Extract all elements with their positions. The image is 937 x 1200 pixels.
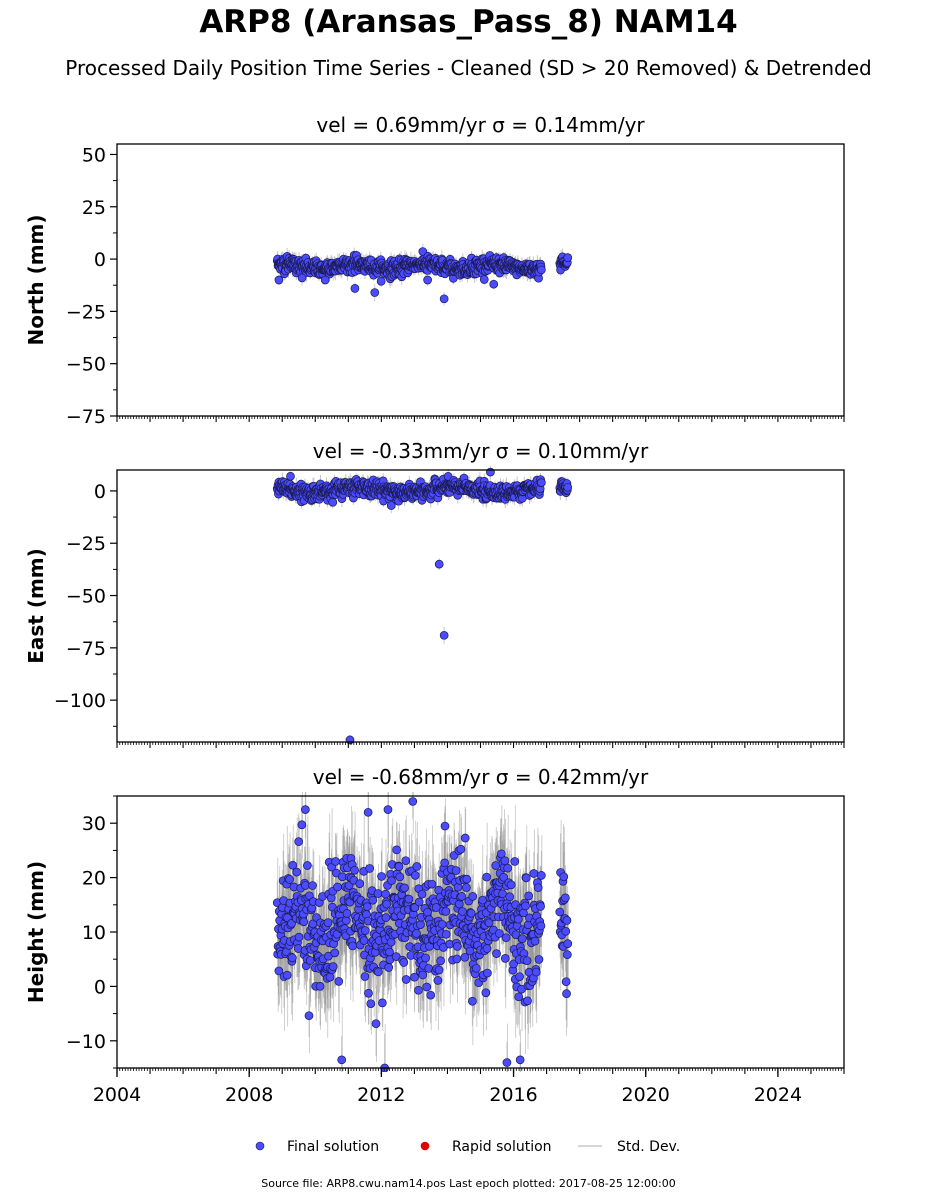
- panel-2-final-solution-points: [272, 467, 573, 745]
- y-tick-label: −100: [54, 690, 106, 712]
- panel-1-y-axis-label: North (mm): [24, 214, 48, 345]
- final-solution-point: [370, 288, 380, 297]
- final-solution-point: [328, 497, 338, 507]
- final-solution-point: [330, 948, 340, 958]
- final-solution-point: [537, 478, 546, 487]
- y-tick-label: −25: [66, 533, 106, 555]
- final-solution-point: [360, 926, 370, 935]
- final-solution-point: [376, 276, 386, 286]
- final-solution-point: [334, 977, 344, 986]
- final-solution-point: [563, 482, 573, 492]
- final-solution-point: [304, 1011, 314, 1021]
- panel-1: 50 25 0 −25 −50 −75 North (mm) vel = 0.69mm/yr …: [24, 113, 845, 428]
- chart-title: ARP8 (Aransas_Pass_8) NAM14: [199, 4, 738, 40]
- final-solution-point: [297, 820, 307, 830]
- y-tick-label: −50: [66, 354, 106, 376]
- final-solution-point: [308, 881, 317, 890]
- final-solution-point: [333, 882, 342, 892]
- final-solution-point: [355, 879, 365, 888]
- final-solution-point: [299, 917, 309, 927]
- final-solution-point: [342, 909, 352, 918]
- y-tick-label: −25: [66, 301, 106, 323]
- y-tick-label: 0: [94, 249, 106, 271]
- final-solution-point: [350, 865, 359, 875]
- final-solution-point: [364, 988, 373, 998]
- panel-1-final-solution-points: [272, 247, 573, 304]
- final-solution-point: [537, 265, 546, 275]
- panel-2-y-axis-label: East (mm): [24, 548, 48, 664]
- final-solution-point: [366, 999, 376, 1009]
- y-tick-label: 25: [82, 197, 106, 219]
- y-tick-label: −75: [66, 406, 106, 428]
- final-solution-point: [287, 953, 297, 963]
- final-solution-point: [362, 902, 372, 912]
- final-solution-point: [350, 284, 360, 293]
- final-solution-point: [320, 275, 330, 285]
- panel-1-y-axis: 50 25 0 −25 −50 −75: [66, 144, 117, 428]
- final-solution-point: [294, 932, 304, 942]
- final-solution-point: [294, 837, 304, 846]
- panel-2-y-axis: 0 −25 −50 −75 −100: [54, 481, 117, 727]
- final-solution-point: [292, 867, 302, 877]
- final-solution-point: [288, 860, 298, 870]
- final-solution-point: [297, 273, 307, 283]
- final-solution-point: [323, 918, 333, 927]
- final-solution-point: [315, 981, 325, 991]
- final-solution-point: [274, 275, 284, 285]
- final-solution-point: [359, 936, 369, 945]
- final-solution-point: [386, 501, 396, 510]
- final-solution-point: [331, 857, 340, 866]
- final-solution-point: [285, 875, 294, 884]
- final-solution-point: [345, 735, 355, 745]
- panel-2-plot-area: [272, 466, 573, 745]
- panel-3-plot-area: [272, 792, 573, 1072]
- final-solution-point: [563, 253, 573, 262]
- final-solution-point: [479, 275, 489, 284]
- final-solution-point: [286, 471, 295, 481]
- final-solution-point: [439, 294, 449, 304]
- final-solution-point: [365, 864, 375, 873]
- final-solution-point: [423, 275, 432, 285]
- final-solution-point: [325, 972, 335, 982]
- panel-1-x-axis: [116, 416, 845, 422]
- final-solution-point: [328, 962, 338, 971]
- y-tick-label: −75: [66, 638, 106, 660]
- chart-subtitle: Processed Daily Position Time Series - C…: [65, 56, 872, 80]
- y-tick-label: 50: [82, 144, 106, 166]
- panel-2-x-axis: [116, 742, 845, 748]
- final-solution-point: [439, 630, 449, 640]
- y-tick-label: −50: [66, 586, 106, 608]
- final-solution-point: [486, 467, 495, 477]
- final-solution-point: [360, 972, 370, 981]
- final-solution-point: [489, 279, 499, 289]
- final-solution-point: [274, 966, 284, 976]
- final-solution-point: [348, 941, 357, 951]
- final-solution-point: [434, 559, 444, 569]
- panel-2-std-dev-bars: [276, 466, 569, 745]
- panel-2-frame: [116, 469, 845, 743]
- final-solution-point: [303, 861, 312, 870]
- panel-2-title: vel = -0.33mm/yr σ = 0.10mm/yr: [313, 439, 649, 463]
- panel-1-plot-area: [272, 243, 573, 306]
- panel-2: 0 −25 −50 −75 −100 East (mm) vel = -0.33mm/yr …: [24, 439, 845, 748]
- final-solution-point: [282, 970, 292, 980]
- y-tick-label: 0: [94, 481, 106, 503]
- panel-1-title: vel = 0.69mm/yr σ = 0.14mm/yr: [316, 113, 645, 137]
- panel-3-final-solution-points: [272, 797, 573, 1072]
